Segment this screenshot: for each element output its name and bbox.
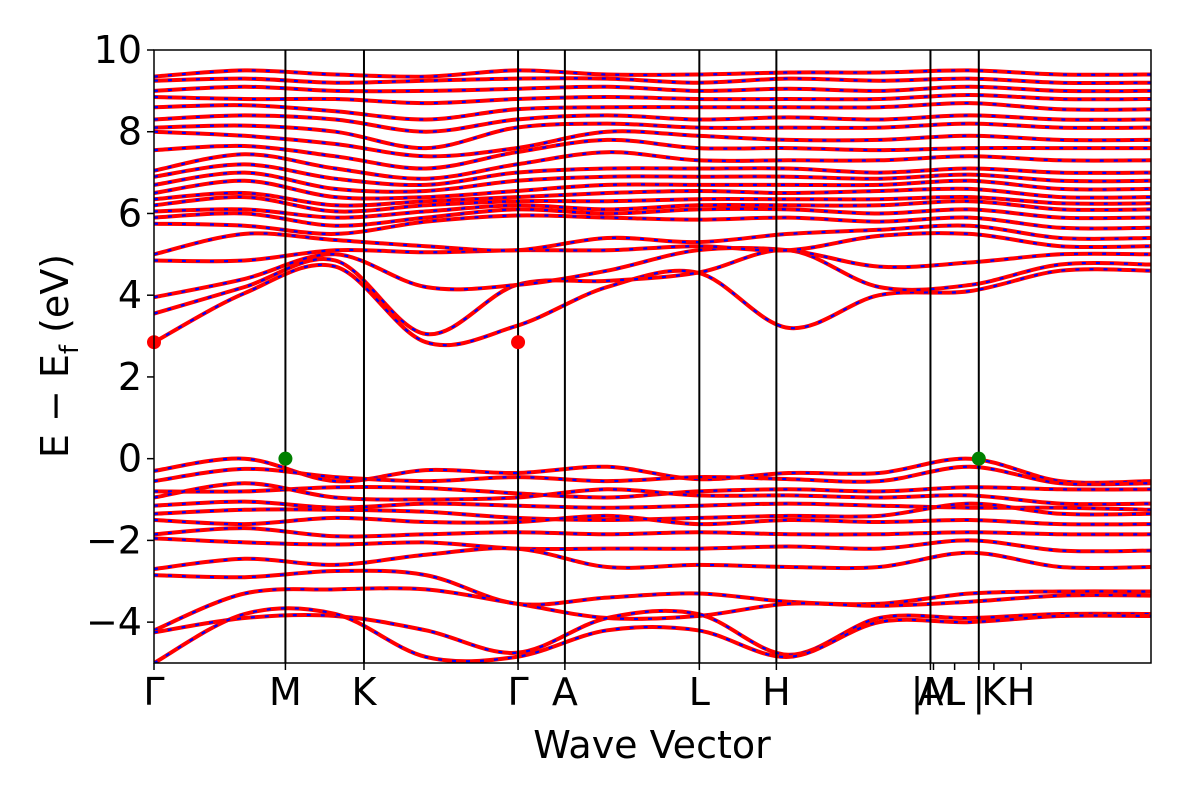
y-axis-label: E − Ef (eV)	[33, 254, 85, 458]
y-tick-label: 2	[118, 355, 142, 399]
y-ticks: 10 8 6 4 2 0 −2 −4	[86, 28, 154, 644]
y-tick-label: 4	[118, 273, 142, 317]
y-axis-label-unit: (eV)	[33, 254, 77, 345]
kpoint-label: A	[552, 670, 578, 714]
y-tick-label: 0	[118, 437, 142, 481]
y-axis-label-main: E − E	[33, 354, 77, 458]
kpoint-label: |M	[911, 670, 957, 715]
conduction-band-dash	[154, 263, 1151, 347]
kpoint-label: |	[972, 670, 985, 715]
kpoint-label: Γ	[143, 670, 164, 714]
y-tick-label: −2	[86, 518, 142, 562]
y-tick-label: −4	[86, 600, 142, 644]
kpoint-label: H	[1007, 670, 1036, 714]
kpoint-label: H	[762, 670, 791, 714]
kpoint-label: K	[981, 670, 1007, 714]
conduction-band	[154, 248, 1151, 337]
valence-band-dash	[154, 569, 1151, 606]
kpoint-label: A	[917, 670, 943, 714]
extremum-marker	[511, 335, 526, 350]
y-axis-label-subscript: f	[55, 344, 85, 354]
conduction-band-dash	[154, 246, 1151, 299]
extremum-marker	[971, 451, 986, 466]
x-axis-label: Wave Vector	[533, 723, 771, 767]
extrema-markers-layer	[147, 335, 986, 466]
kpoint-label: Γ	[507, 670, 528, 714]
valence-band	[154, 608, 1151, 657]
kpoint-label: K	[352, 670, 378, 714]
y-tick-label: 6	[118, 191, 142, 235]
y-tick-label: 8	[118, 110, 142, 154]
valence-band	[154, 606, 1151, 663]
extremum-marker	[278, 451, 293, 466]
y-tick-label: 10	[94, 28, 142, 72]
kpoint-lines-layer	[284, 50, 980, 663]
kpoint-label: L	[689, 670, 710, 714]
kpoint-label: M	[269, 670, 302, 714]
x-ticks: Γ M K Γ A L H A|ML |K H	[143, 663, 1035, 715]
valence-band-dash	[154, 457, 1151, 484]
kpoint-label: L	[944, 670, 965, 714]
plot-frame	[153, 49, 1152, 664]
conduction-band-dash	[154, 151, 1151, 180]
